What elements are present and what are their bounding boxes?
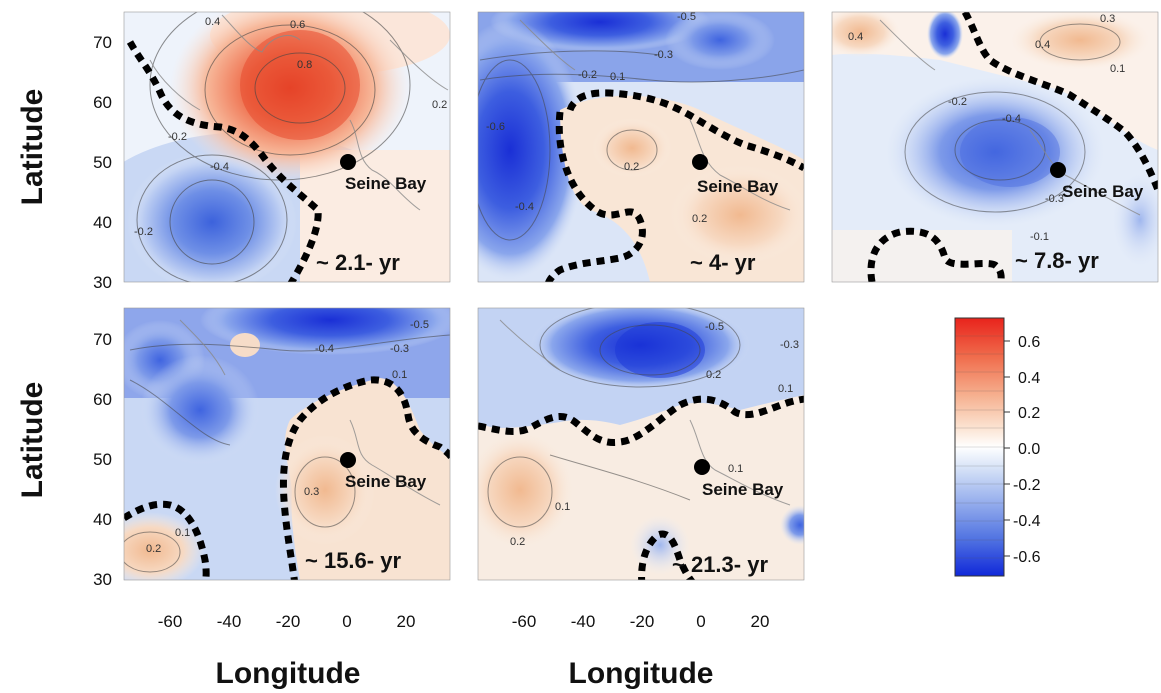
contour-label: -0.4 [210,161,229,173]
contour-label: 0.2 [624,161,639,173]
lat-tick-label: 50 [93,153,112,172]
colorbar: 0.6 0.4 0.2 0.0 -0.2 -0.4 -0.6 [954,317,1041,577]
colorbar-tick-label: -0.4 [1013,513,1041,530]
contour-label: 0.2 [432,99,447,111]
lat-tick-label: 30 [93,273,112,292]
x-axis-title-right: Longitude [569,657,714,690]
map-panel-4yr: -0.5 -0.3 -0.2 0.1 0.2 -0.6 0.2 -0.4 Sei… [478,11,804,282]
contour-label: -0.5 [677,11,696,23]
contour-label: 0.6 [290,19,305,31]
colorbar-tick-label: 0.0 [1018,441,1040,458]
contour-label: 0.8 [297,59,312,71]
contour-label: -0.2 [578,69,597,81]
lat-tick-label: 40 [93,213,112,232]
lat-tick-label: 40 [93,510,112,529]
period-label: ~ 7.8- yr [1015,248,1099,273]
x-axis-title-left: Longitude [216,657,361,690]
period-label: ~ 2.1- yr [316,250,400,275]
contour-label: 0.2 [510,536,525,548]
lon-tick-label: -20 [630,612,655,631]
colorbar-tick-label: 0.2 [1018,405,1040,422]
contour-label: 0.1 [728,463,743,475]
lat-tick-label: 50 [93,450,112,469]
panel-frame [477,307,805,581]
map-panel-15-6yr: -0.5 -0.4 -0.3 0.1 0.3 0.2 0.1 Seine Bay… [124,308,450,580]
contour-label: -0.4 [1002,113,1021,125]
contour-label: 0.1 [778,383,793,395]
colorbar-tick-label: 0.4 [1018,370,1040,387]
seine-bay-label: Seine Bay [702,480,784,499]
lat-tick-labels-top: 70 60 50 40 30 [93,33,112,292]
contour-label: -0.2 [948,96,967,108]
contour-label: -0.4 [515,201,534,213]
contour-label: -0.4 [315,343,334,355]
contour-label: 0.3 [304,486,319,498]
seine-bay-marker [340,154,356,170]
lon-tick-labels-right: -60 -40 -20 0 20 [512,612,770,631]
seine-bay-marker [1050,162,1066,178]
lon-tick-label: -60 [512,612,537,631]
panel-frame [831,11,1159,283]
lat-tick-labels-bottom: 70 60 50 40 30 [93,330,112,589]
panel-frame [123,307,451,581]
lat-tick-label: 70 [93,330,112,349]
lat-tick-label: 60 [93,93,112,112]
lon-tick-label: 0 [696,612,705,631]
contour-label: 0.3 [1100,13,1115,25]
contour-label: 0.4 [205,16,220,28]
seine-bay-marker [694,459,710,475]
seine-bay-marker [692,154,708,170]
contour-label: 0.2 [706,369,721,381]
seine-bay-label: Seine Bay [697,177,779,196]
period-label: ~ 4- yr [690,250,756,275]
y-axis-title-top: Latitude [16,89,49,206]
contour-label: -0.3 [654,49,673,61]
contour-label: 0.1 [175,527,190,539]
contour-label: -0.1 [1030,231,1049,243]
contour-label: 0.1 [1110,63,1125,75]
lon-tick-label: -60 [158,612,183,631]
period-label: ~ 15.6- yr [305,548,401,573]
map-panel-21-3yr: -0.5 -0.3 0.2 0.1 0.1 0.2 0.1 Seine Bay … [478,308,804,580]
lon-tick-labels-left: -60 -40 -20 0 20 [158,612,416,631]
seine-bay-marker [340,452,356,468]
lon-tick-label: -20 [276,612,301,631]
colorbar-tick-label: 0.6 [1018,334,1040,351]
contour-label: -0.5 [705,321,724,333]
lat-tick-label: 60 [93,390,112,409]
map-panel-2-1yr: 0.4 0.6 0.8 0.2 -0.2 -0.4 -0.2 Seine Bay… [124,12,450,282]
seine-bay-label: Seine Bay [345,174,427,193]
colorbar-tick-label: -0.2 [1013,477,1041,494]
contour-label: -0.3 [390,343,409,355]
contour-label: 0.4 [848,31,863,43]
contour-label: 0.1 [610,71,625,83]
contour-label: -0.3 [780,339,799,351]
contour-label: 0.4 [1035,39,1050,51]
seine-bay-label: Seine Bay [1062,182,1144,201]
contour-label: 0.2 [146,543,161,555]
contour-label: -0.3 [1045,193,1064,205]
lon-tick-label: 20 [397,612,416,631]
contour-label: -0.2 [134,226,153,238]
lon-tick-label: 0 [342,612,351,631]
contour-label: 0.2 [692,213,707,225]
lon-tick-label: -40 [571,612,596,631]
colorbar-tick-label: -0.6 [1013,549,1041,566]
lat-tick-label: 70 [93,33,112,52]
panel-frame [477,11,805,283]
contour-label: 0.1 [392,369,407,381]
contour-label: -0.2 [168,131,187,143]
lat-tick-label: 30 [93,570,112,589]
y-axis-title-bottom: Latitude [16,382,49,499]
lon-tick-label: -40 [217,612,242,631]
period-label: ~ 21.3- yr [672,552,768,577]
panel-frame [123,11,451,283]
map-panel-7-8yr: 0.4 0.3 0.4 0.1 -0.2 -0.4 -0.3 -0.1 Sein… [832,12,1158,282]
contour-label: -0.5 [410,319,429,331]
seine-bay-label: Seine Bay [345,472,427,491]
contour-label: -0.6 [486,121,505,133]
contour-label: 0.1 [555,501,570,513]
lon-tick-label: 20 [751,612,770,631]
